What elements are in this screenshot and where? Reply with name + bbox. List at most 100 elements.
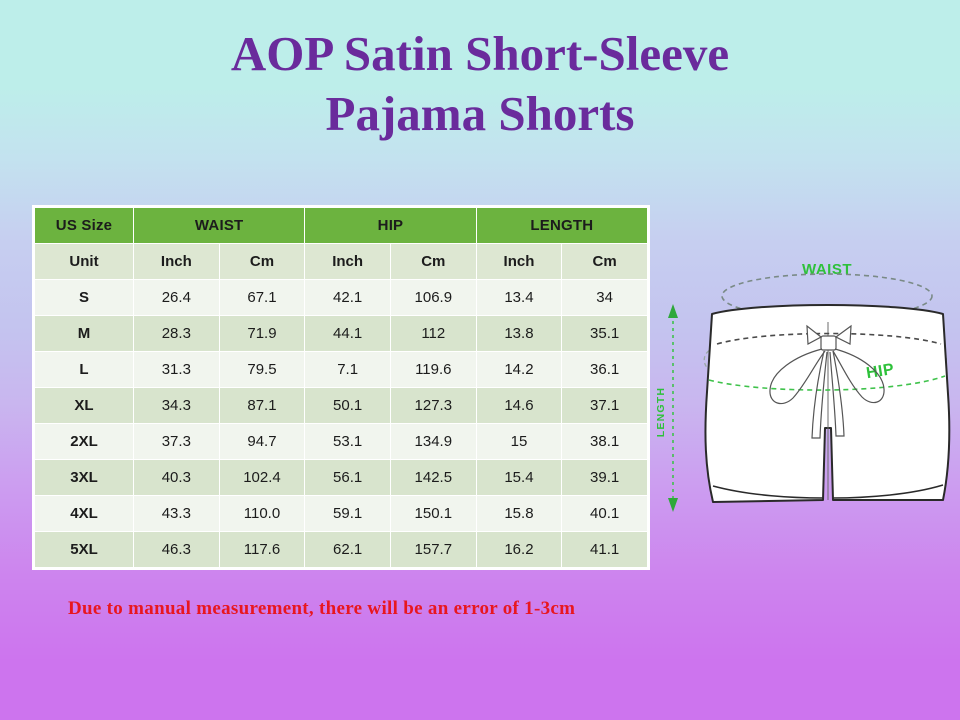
row-hip-inch: 50.1: [305, 388, 390, 423]
row-length-cm: 39.1: [562, 460, 647, 495]
length-arrow-head-bottom: [668, 498, 678, 512]
row-size: 2XL: [35, 424, 133, 459]
row-waist-cm: 71.9: [219, 316, 305, 351]
bow-loop-right: [832, 348, 885, 404]
unit-label: Unit: [35, 244, 133, 279]
row-hip-cm: 119.6: [390, 352, 476, 387]
table-row: 5XL 46.3 117.6 62.1 157.7 16.2 41.1: [35, 532, 647, 567]
row-size: 3XL: [35, 460, 133, 495]
header-length: LENGTH: [476, 208, 647, 243]
row-waist-inch: 28.3: [134, 316, 219, 351]
row-length-inch: 15.4: [476, 460, 562, 495]
row-length-inch: 15.8: [476, 496, 562, 531]
unit-length-cm: Cm: [562, 244, 647, 279]
row-waist-inch: 40.3: [134, 460, 219, 495]
row-waist-inch: 26.4: [134, 280, 219, 315]
row-size: L: [35, 352, 133, 387]
page-title-line-1: AOP Satin Short-Sleeve: [230, 26, 730, 81]
page-title-line-2: Pajama Shorts: [325, 86, 635, 141]
bow-tail-right: [829, 350, 845, 437]
row-length-inch: 13.8: [476, 316, 562, 351]
row-waist-inch: 31.3: [134, 352, 219, 387]
row-hip-inch: 59.1: [305, 496, 390, 531]
row-waist-inch: 43.3: [134, 496, 219, 531]
row-hip-cm: 142.5: [390, 460, 476, 495]
row-length-cm: 37.1: [562, 388, 647, 423]
row-waist-cm: 94.7: [219, 424, 305, 459]
waistband-dashed-line: [716, 332, 942, 345]
table-row: S 26.4 67.1 42.1 106.9 13.4 34: [35, 280, 647, 315]
row-waist-cm: 67.1: [219, 280, 305, 315]
row-waist-inch: 37.3: [134, 424, 219, 459]
bow-tail-left: [811, 350, 828, 439]
unit-length-inch: Inch: [476, 244, 562, 279]
table-row: M 28.3 71.9 44.1 112 13.8 35.1: [35, 316, 647, 351]
page-title: AOP Satin Short-Sleeve Pajama Shorts: [0, 24, 960, 144]
row-waist-inch: 34.3: [134, 388, 219, 423]
row-waist-cm: 87.1: [219, 388, 305, 423]
row-hip-inch: 56.1: [305, 460, 390, 495]
row-length-inch: 14.2: [476, 352, 562, 387]
header-hip: HIP: [305, 208, 476, 243]
length-arrow-head-top: [668, 304, 678, 318]
row-length-cm: 38.1: [562, 424, 647, 459]
row-hip-cm: 106.9: [390, 280, 476, 315]
table-unit-row: Unit Inch Cm Inch Cm Inch Cm: [35, 244, 647, 279]
row-waist-cm: 117.6: [219, 532, 305, 567]
row-length-cm: 35.1: [562, 316, 647, 351]
row-length-inch: 15: [476, 424, 562, 459]
length-measure-arrow: LENGTH: [655, 304, 678, 512]
waist-label: WAIST: [802, 261, 852, 278]
hem-line-left: [712, 485, 824, 499]
bow-wing-left: [806, 324, 823, 345]
row-size: S: [35, 280, 133, 315]
row-waist-cm: 79.5: [219, 352, 305, 387]
row-size: 5XL: [35, 532, 133, 567]
row-size: XL: [35, 388, 133, 423]
row-length-cm: 36.1: [562, 352, 647, 387]
row-length-cm: 34: [562, 280, 647, 315]
length-label: LENGTH: [655, 387, 667, 437]
table-row: 3XL 40.3 102.4 56.1 142.5 15.4 39.1: [35, 460, 647, 495]
row-hip-cm: 127.3: [390, 388, 476, 423]
row-size: M: [35, 316, 133, 351]
row-waist-cm: 102.4: [219, 460, 305, 495]
hip-measure-line: [708, 375, 946, 391]
row-hip-inch: 62.1: [305, 532, 390, 567]
table-group-header-row: US Size WAIST HIP LENGTH: [35, 208, 647, 243]
header-waist: WAIST: [134, 208, 305, 243]
unit-hip-inch: Inch: [305, 244, 390, 279]
row-length-inch: 13.4: [476, 280, 562, 315]
row-hip-inch: 42.1: [305, 280, 390, 315]
unit-hip-cm: Cm: [390, 244, 476, 279]
table-row: 2XL 37.3 94.7 53.1 134.9 15 38.1: [35, 424, 647, 459]
bow-loop-left: [769, 348, 826, 405]
row-hip-inch: 7.1: [305, 352, 390, 387]
row-length-inch: 14.6: [476, 388, 562, 423]
table-row: XL 34.3 87.1 50.1 127.3 14.6 37.1: [35, 388, 647, 423]
size-chart-table-container: US Size WAIST HIP LENGTH Unit Inch Cm In…: [32, 205, 650, 570]
hip-label: HIP: [865, 361, 895, 382]
row-length-cm: 41.1: [562, 532, 647, 567]
bow-wing-right: [834, 324, 852, 345]
shorts-measurement-diagram: WAIST LENGTH HIP: [655, 252, 955, 532]
row-hip-cm: 157.7: [390, 532, 476, 567]
row-hip-inch: 44.1: [305, 316, 390, 351]
table-row: L 31.3 79.5 7.1 119.6 14.2 36.1: [35, 352, 647, 387]
shorts-diagram-svg: WAIST LENGTH HIP: [655, 261, 951, 512]
unit-waist-cm: Cm: [219, 244, 305, 279]
row-hip-inch: 53.1: [305, 424, 390, 459]
hem-line-right: [832, 484, 944, 499]
row-hip-cm: 134.9: [390, 424, 476, 459]
size-chart-table: US Size WAIST HIP LENGTH Unit Inch Cm In…: [34, 207, 648, 568]
measurement-disclaimer: Due to manual measurement, there will be…: [68, 598, 576, 619]
row-length-cm: 40.1: [562, 496, 647, 531]
row-waist-inch: 46.3: [134, 532, 219, 567]
row-hip-cm: 150.1: [390, 496, 476, 531]
table-row: 4XL 43.3 110.0 59.1 150.1 15.8 40.1: [35, 496, 647, 531]
header-us-size: US Size: [35, 208, 133, 243]
shorts-body-outline: [704, 304, 951, 503]
bow-knot: [820, 335, 837, 351]
drawstring-bow: [769, 324, 885, 439]
row-hip-cm: 112: [390, 316, 476, 351]
